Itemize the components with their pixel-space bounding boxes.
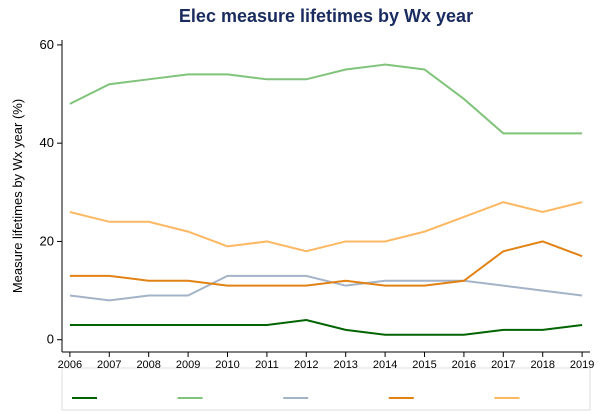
series-line <box>69 201 583 253</box>
x-tick-label: 2019 <box>570 359 594 371</box>
x-tick-label: 2006 <box>58 359 82 371</box>
x-tick-label: 2008 <box>136 359 160 371</box>
x-tick-label: 2011 <box>255 359 279 371</box>
series-line <box>69 319 583 336</box>
x-tick-label: 2018 <box>530 359 554 371</box>
y-axis-title: Measure lifetimes by Wx year (%) <box>10 99 25 293</box>
y-tick-label: 0 <box>47 332 54 347</box>
x-tick-label: 2013 <box>333 359 357 371</box>
series-line <box>69 63 583 135</box>
y-tick-label: 60 <box>40 37 54 52</box>
x-tick-label: 2007 <box>97 359 121 371</box>
x-tick-label: 2009 <box>176 359 200 371</box>
y-tick-label: 20 <box>40 233 54 248</box>
series-line <box>69 240 583 287</box>
x-tick-label: 2012 <box>294 359 318 371</box>
x-tick-label: 2016 <box>452 359 476 371</box>
y-tick-label: 40 <box>40 135 54 150</box>
legend <box>61 367 591 411</box>
x-tick-label: 2015 <box>412 359 436 371</box>
x-tick-label: 2010 <box>215 359 239 371</box>
series-line <box>69 274 583 302</box>
x-tick-label: 2014 <box>373 359 397 371</box>
chart-title: Elec measure lifetimes by Wx year <box>179 6 473 26</box>
x-tick-label: 2017 <box>491 359 515 371</box>
